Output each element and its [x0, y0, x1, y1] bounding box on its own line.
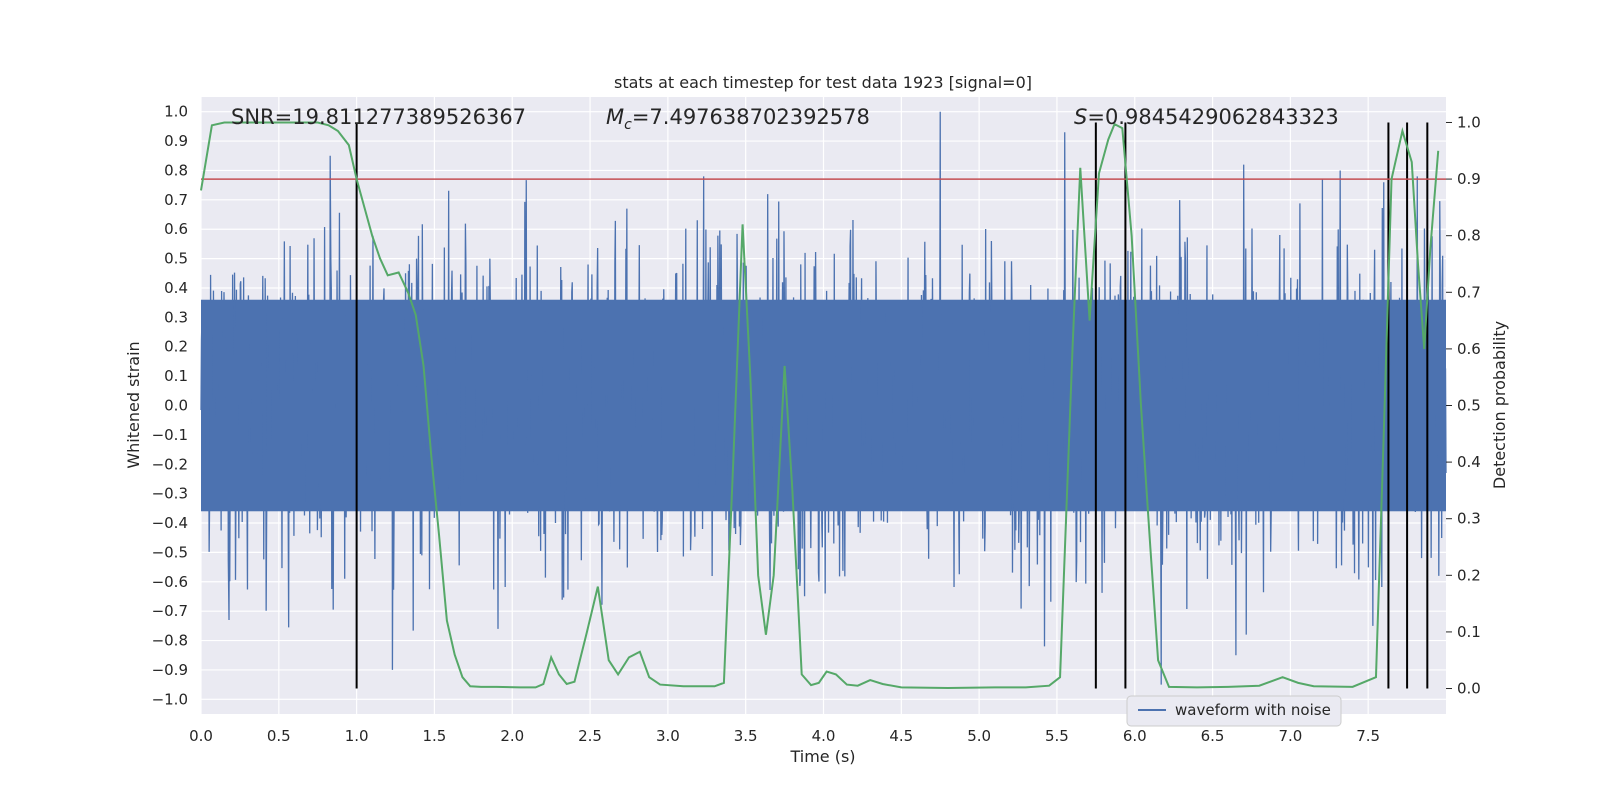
y-tick-label: −0.1: [152, 426, 188, 444]
y-tick-label: −0.2: [152, 455, 188, 473]
legend-label: waveform with noise: [1175, 701, 1331, 719]
legend[interactable]: waveform with noise: [1126, 695, 1342, 727]
y-tick-label: 0.1: [164, 367, 188, 385]
y2-tick-label: 0.6: [1457, 340, 1481, 358]
y-tick-label: 0.9: [164, 132, 188, 150]
detection-probability-line: [200, 121, 1440, 689]
y-tick-label: −1.0: [152, 690, 188, 708]
y2-tick-label: 0.4: [1457, 453, 1481, 471]
score-symbol: S: [1074, 105, 1087, 129]
y2-tick-label: 0.2: [1457, 566, 1481, 584]
y2-tick-label: 0.5: [1457, 397, 1481, 415]
y2-tick-label: 0.3: [1457, 510, 1481, 528]
x-tick-label: 4.5: [889, 727, 913, 745]
y-tick-label: 0.4: [164, 279, 188, 297]
y-tick-label: −0.8: [152, 632, 188, 650]
x-tick-label: 1.5: [423, 727, 447, 745]
x-tick-label: 6.5: [1201, 727, 1225, 745]
score-annotation: S=0.9845429062843323: [1074, 105, 1339, 129]
y-tick-label: 0.3: [164, 308, 188, 326]
x-axis-label: Time (s): [789, 747, 855, 766]
x-tick-label: 1.0: [345, 727, 369, 745]
y2-tick-label: 0.8: [1457, 227, 1481, 245]
y2-tick-label: 1.0: [1457, 113, 1481, 131]
x-tick-label: 3.5: [734, 727, 758, 745]
y-tick-label: 0.2: [164, 338, 188, 356]
y-tick-label: 0.6: [164, 220, 188, 238]
chirp-mass-symbol: M: [606, 105, 624, 129]
x-axis-ticks: 0.0 0.5 1.0 1.5 2.0 2.5 3.0 3.5 4.0 4.5 5.0 5.5 6.0 6…: [189, 727, 1380, 745]
x-tick-label: 4.0: [812, 727, 836, 745]
x-tick-label: 7.0: [1278, 727, 1302, 745]
y-axis-label: Whitened strain: [124, 341, 143, 468]
snr-annotation: SNR=19.811277389526367: [231, 105, 526, 129]
y2-axis-ticks: 1.0 0.9 0.8 0.7 0.6 0.5 0.4 0.3 0.2 0.1 0.0: [1446, 113, 1481, 698]
x-tick-label: 0.5: [267, 727, 291, 745]
y2-axis-label: Detection probability: [1490, 321, 1509, 489]
chirp-mass-annotation: Mc=7.497638702392578: [606, 105, 870, 133]
y-tick-label: −0.7: [152, 602, 188, 620]
chirp-mass-subscript: c: [624, 117, 632, 133]
x-tick-label: 0.0: [189, 727, 213, 745]
chirp-mass-value: =7.497638702392578: [632, 105, 870, 129]
x-tick-label: 5.5: [1045, 727, 1069, 745]
y2-tick-label: 0.0: [1457, 680, 1481, 698]
waveform-series: [200, 111, 1447, 685]
y-tick-label: −0.6: [152, 573, 188, 591]
y-tick-label: 1.0: [164, 103, 188, 121]
x-tick-label: 2.0: [500, 727, 524, 745]
y-tick-label: 0.5: [164, 250, 188, 268]
score-value: =0.9845429062843323: [1087, 105, 1338, 129]
x-tick-label: 6.0: [1123, 727, 1147, 745]
y-tick-label: −0.9: [152, 661, 188, 679]
x-tick-label: 7.5: [1356, 727, 1380, 745]
x-tick-label: 2.5: [578, 727, 602, 745]
x-tick-label: 5.0: [967, 727, 991, 745]
y-tick-label: −0.3: [152, 485, 188, 503]
chart-title: stats at each timestep for test data 192…: [614, 73, 1032, 92]
waveform-line: [200, 111, 1447, 685]
y-tick-label: 0.8: [164, 161, 188, 179]
legend-box: [1126, 695, 1342, 727]
y2-tick-label: 0.1: [1457, 623, 1481, 641]
y2-tick-label: 0.7: [1457, 283, 1481, 301]
x-tick-label: 3.0: [656, 727, 680, 745]
y-tick-label: −0.5: [152, 543, 188, 561]
y-tick-label: −0.4: [152, 514, 188, 532]
y-tick-label: 0.0: [164, 397, 188, 415]
y-axis-ticks: 1.0 0.9 0.8 0.7 0.6 0.5 0.4 0.3 0.2 0.1 0.0 −0.1 −0.…: [152, 103, 188, 709]
y2-tick-label: 0.9: [1457, 170, 1481, 188]
y-tick-label: 0.7: [164, 191, 188, 209]
